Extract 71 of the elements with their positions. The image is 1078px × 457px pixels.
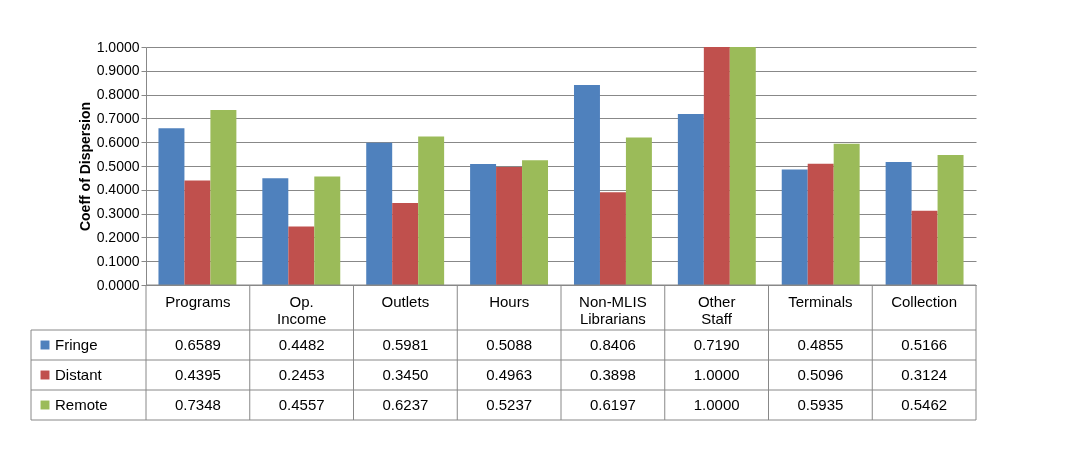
data-label: 0.2453 [278,366,325,383]
y-tick-label: 0.5000 [96,157,140,174]
y-tick-label: 0.7000 [96,109,140,126]
data-label: 0.5935 [797,396,844,413]
data-label: 1.0000 [693,396,740,413]
legend-label: Remote [55,396,108,413]
bar [392,202,419,285]
data-label: 0.5096 [797,366,844,383]
x-tick-label: Other Staff [697,293,736,327]
data-label: 0.4963 [486,366,533,383]
data-label: 0.5088 [486,336,533,353]
data-label: 0.5237 [486,396,533,413]
bar [807,163,834,285]
bar [470,163,497,285]
x-tick-label: Non-MLIS Librarians [579,293,647,327]
data-label: 0.4395 [174,366,221,383]
y-tick-label: 0.1000 [96,252,140,269]
bar [729,47,756,285]
bar [418,136,445,285]
y-tick-label: 0.4000 [96,181,140,198]
bar [625,137,652,285]
bar [314,176,341,285]
y-axis-title: Coeff of Dispersion [76,101,93,232]
data-label: 0.5166 [901,336,948,353]
data-label: 0.7348 [174,396,221,413]
data-label: 0.5462 [901,396,948,413]
legend-label: Distant [55,366,103,383]
y-tick-label: 0.0000 [96,276,140,293]
y-tick-label: 0.6000 [96,133,140,150]
bar [262,178,289,285]
bar [210,110,237,285]
bar [158,128,185,285]
bar [781,169,808,285]
bar [496,166,523,285]
x-tick-label: Programs [165,293,231,310]
data-label: 0.4482 [278,336,325,353]
bar [937,155,964,285]
bar [677,113,704,285]
y-tick-label: 0.2000 [96,228,140,245]
bar [911,210,938,285]
data-label: 0.3124 [901,366,948,383]
y-tick-label: 1.0000 [96,38,140,55]
data-label: 0.6589 [174,336,221,353]
data-label: 0.3450 [382,366,429,383]
bar [288,226,315,285]
x-tick-label: Hours [489,293,530,310]
data-label: 0.4557 [278,396,325,413]
data-label: 0.8406 [589,336,636,353]
data-label: 0.5981 [382,336,429,353]
x-tick-label: Op. Income [277,293,327,327]
bar [366,142,393,285]
bar [885,162,912,285]
data-label: 0.3898 [589,366,636,383]
y-tick-label: 0.8000 [96,86,140,103]
y-tick-label: 0.3000 [96,205,140,222]
bar [573,84,600,285]
x-tick-label: Collection [891,293,958,310]
y-tick-label: 0.9000 [96,62,140,79]
data-label: 0.4855 [797,336,844,353]
x-tick-label: Terminals [788,293,853,310]
bar [599,192,626,285]
bar [703,47,730,285]
bar [833,143,860,285]
bar [184,180,211,285]
data-label: 0.7190 [693,336,740,353]
data-label: 0.6197 [589,396,636,413]
legend-label: Fringe [55,336,98,353]
data-label: 0.6237 [382,396,429,413]
bar [522,160,549,285]
data-label: 1.0000 [693,366,740,383]
x-tick-label: Outlets [381,293,430,310]
